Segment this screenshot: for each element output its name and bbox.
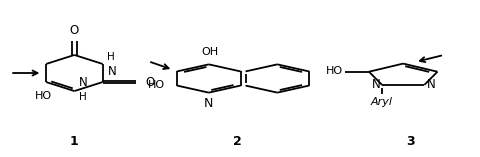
Text: O: O	[145, 76, 154, 89]
Text: HO: HO	[35, 91, 52, 101]
Text: Aryl: Aryl	[371, 97, 393, 107]
Text: O: O	[70, 24, 79, 37]
Text: HO: HO	[148, 80, 165, 90]
Text: H: H	[79, 92, 87, 102]
Text: N: N	[204, 97, 214, 110]
Text: HO: HO	[325, 66, 343, 76]
Text: OH: OH	[201, 47, 218, 57]
Text: N: N	[79, 76, 88, 89]
Text: 2: 2	[233, 135, 242, 148]
Text: 3: 3	[406, 135, 415, 148]
Text: 1: 1	[70, 135, 79, 148]
Text: N: N	[427, 78, 435, 91]
Text: H: H	[108, 52, 115, 62]
Text: N: N	[372, 78, 381, 91]
Text: N: N	[108, 65, 116, 78]
